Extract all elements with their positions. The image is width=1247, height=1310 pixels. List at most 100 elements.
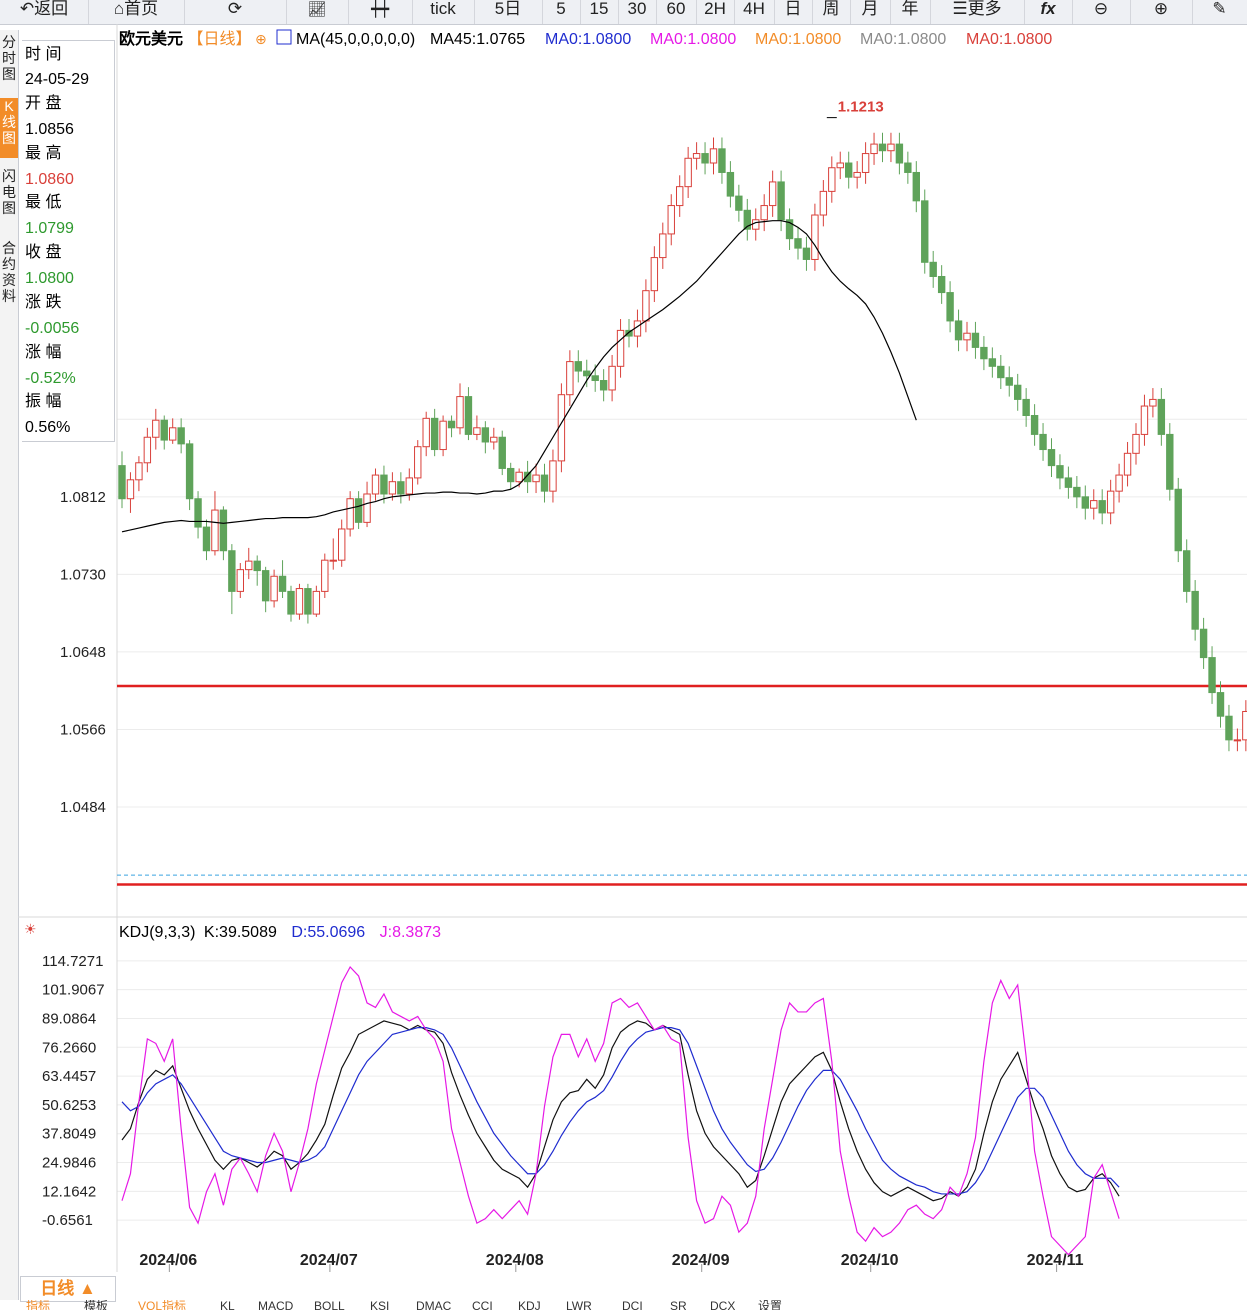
home-icon: ⌂ [113,0,125,18]
candle-up [1123,452,1132,476]
price-tick-label: 1.0484 [60,799,106,816]
home-button[interactable]: ⌂首页 [88,0,185,24]
tab-kl[interactable]: KL [220,1300,235,1310]
high-value: 1.0860 [25,171,74,188]
period-2h-button[interactable]: 2H [696,0,735,24]
tab-dcx[interactable]: DCX [710,1300,736,1310]
low-value: 1.0799 [25,220,74,237]
candlesticks [118,132,1247,752]
tab-ksi[interactable]: KSI [370,1300,390,1310]
kdj-tick-label: 50.6253 [42,1097,96,1114]
period-30-button[interactable]: 30 [618,0,657,24]
kdj-tick-label: -0.6561 [42,1212,93,1229]
candle-up [760,205,768,221]
candle-down [937,275,946,294]
tab-macd[interactable]: MACD [258,1300,294,1310]
tab-boll[interactable]: BOLL [314,1300,345,1310]
candle-down [726,171,735,197]
candle-up [312,590,321,615]
candle-up [650,257,659,292]
candle-down [701,153,709,164]
candle-up [1132,433,1140,454]
tab-settings[interactable]: 设置 [758,1300,783,1310]
candle-down [354,498,363,523]
period-60-button[interactable]: 60 [656,0,697,24]
tab-sr[interactable]: SR [670,1300,687,1310]
formula-button[interactable]: fx [1024,0,1073,24]
period-day-button[interactable]: 日 [774,0,813,24]
more-button[interactable]: ☰更多 [930,0,1025,24]
kdj-line-k [121,1020,1120,1202]
change-value: -0.0056 [25,320,80,337]
candle-up [126,479,135,500]
open-value: 1.0856 [25,121,74,138]
zoom-out-button[interactable]: ⊖ [1072,0,1131,24]
candle-down [160,419,168,441]
candle-up [692,153,701,159]
candlestick-button[interactable]: ┿┿ [348,0,413,24]
tab-flash-chart[interactable]: 闪电图 [2,168,16,216]
candle-down [177,427,185,445]
tab-indicators[interactable]: 指标 [26,1300,51,1310]
candle-down [397,481,405,495]
kdj-j-value: J:8.3873 [380,924,441,941]
candle-down [735,195,743,211]
tab-contract-info[interactable]: 合约资料 [2,240,16,304]
period-4h-button[interactable]: 4H [734,0,775,24]
info-panel: 时 间 24-05-29 开 盘 1.0856 最 高 1.0860 最 低 1… [22,40,115,442]
candle-up [490,436,498,443]
indicator-toggle-icon[interactable] [276,29,292,45]
period-15-button[interactable]: 15 [580,0,619,24]
sun-icon[interactable]: ☀ [24,921,37,937]
draw-button[interactable]: ✎ [1192,0,1247,24]
zoom-in-button[interactable]: ⊕ [1130,0,1193,24]
tick-button[interactable]: tick [412,0,475,24]
date-label: 2024/08 [486,1252,544,1269]
candle-down [430,417,439,451]
svg-text:欧元美元 【日线】: 欧元美元 【日线】 [119,29,251,48]
period-month-button[interactable]: 月 [850,0,891,24]
candle-down [954,320,963,341]
candle-down [777,181,785,221]
back-button[interactable]: ↶返回 [0,0,89,24]
kdj-line-j [121,965,1120,1256]
candle-up [608,365,616,391]
period-5-button[interactable]: 5 [542,0,581,24]
tab-templates[interactable]: 模板 [84,1300,109,1310]
open-label: 开 盘 [25,95,62,112]
tab-time-chart[interactable]: 分时图 [2,34,16,82]
five-day-button[interactable]: 5日 [474,0,543,24]
period-year-button[interactable]: 年 [890,0,931,24]
refresh-button[interactable]: ⟳ [184,0,287,24]
candle-down [1005,377,1013,386]
settings-icon[interactable]: ⊕ [255,31,267,47]
candle-down [464,396,473,435]
tab-vol[interactable]: VOL指标 [138,1300,187,1310]
chart-area[interactable]: 欧元美元 【日线】 ⊕ MA(45,0,0,0,0,0) MA45:1.0765… [0,24,1247,1272]
candle-up [811,214,819,260]
period-selector-button[interactable]: 日线 ▲ [20,1276,116,1302]
tab-lwr[interactable]: LWR [566,1300,592,1310]
date-label: 2024/06 [139,1252,197,1269]
candle-up [456,396,464,429]
tab-cci[interactable]: CCI [472,1300,493,1310]
tab-dmac[interactable]: DMAC [416,1300,452,1310]
candle-down [1216,692,1225,717]
tab-dci[interactable]: DCI [622,1300,643,1310]
candle-down [1073,486,1081,498]
candle-down [794,238,802,249]
candle-up [515,471,523,483]
tab-kdj[interactable]: KDJ [518,1300,541,1310]
price-tick-label: 1.0730 [60,566,106,583]
period-week-button[interactable]: 周 [812,0,851,24]
candle-up [346,498,354,530]
candle-down [185,443,194,500]
candle-up [1140,405,1149,435]
kdj-tick-label: 114.7271 [42,953,103,970]
candle-down [1056,465,1064,479]
chart-type-button[interactable]: 📈︎ [286,0,349,24]
back-arrow-icon: ↶ [19,0,35,18]
candle-up [667,205,675,235]
candle-down [228,550,236,592]
